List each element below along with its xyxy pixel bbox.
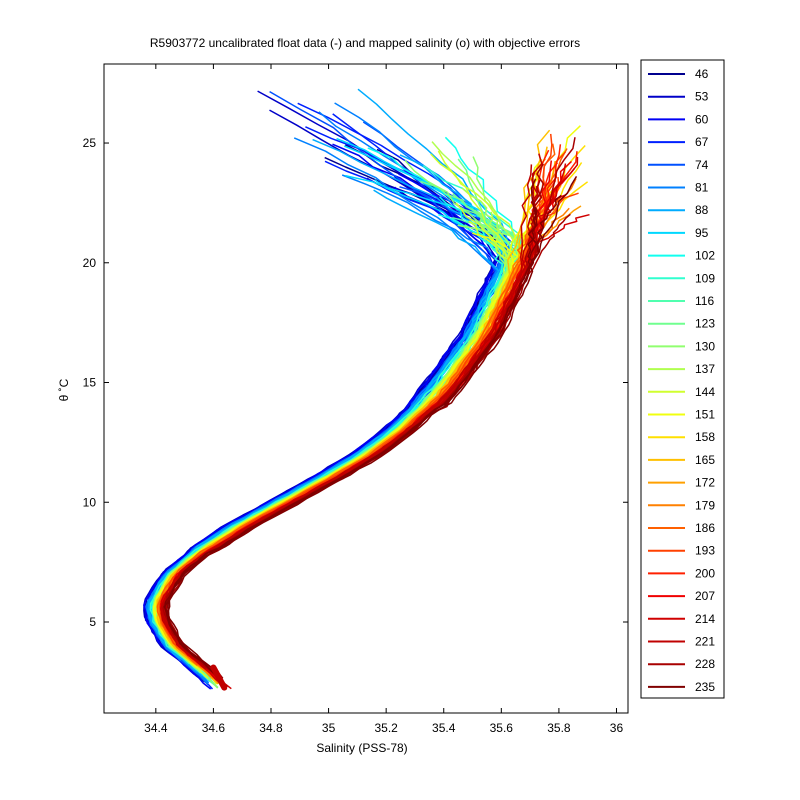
profile-line (149, 220, 503, 665)
legend-entry-label: 221 (695, 635, 715, 649)
legend-entry-label: 123 (695, 317, 715, 331)
legend-entry-label: 172 (695, 476, 715, 490)
x-tick-label: 36 (610, 721, 624, 735)
profile-line (152, 168, 539, 669)
x-tick-label: 35.4 (432, 721, 456, 735)
legend-entry-label: 88 (695, 203, 709, 217)
profile-line (161, 172, 539, 668)
legend-entry-label: 95 (695, 226, 709, 240)
profile-line (147, 189, 500, 673)
legend-entry-label: 193 (695, 544, 715, 558)
plot-area: 34.4 34.6 34.8 35 35.2 35.4 35.6 35.8 36 5 10 15 20… (83, 63, 629, 735)
x-tick-label: 35 (322, 721, 336, 735)
profile-line (167, 178, 538, 679)
legend-entry-label: 67 (695, 135, 709, 149)
y-tick-label: 15 (83, 376, 97, 390)
x-tick-label: 35.8 (547, 721, 571, 735)
legend-entry-label: 116 (695, 294, 714, 308)
x-tick-label: 34.6 (202, 721, 226, 735)
legend-box (640, 59, 725, 699)
legend-entry-label: 158 (695, 430, 715, 444)
legend-entry-label: 102 (695, 249, 715, 263)
legend-entry-label: 235 (695, 680, 715, 694)
y-tick-label: 25 (83, 136, 97, 150)
legend-entry-label: 130 (695, 339, 715, 353)
legend-entry-label: 200 (695, 566, 715, 580)
legend-entry-label: 151 (695, 408, 715, 422)
x-tick-label: 35.6 (490, 721, 514, 735)
profile-line (156, 192, 554, 666)
legend-entry-label: 60 (695, 112, 709, 126)
legend-entry-label: 165 (695, 453, 715, 467)
x-axis-label: Salinity (PSS-78) (316, 741, 407, 755)
profiles-layer (143, 88, 590, 691)
mapped-salinity-point (221, 684, 228, 691)
legend-entry-label: 53 (695, 90, 709, 104)
legend-entry-label: 109 (695, 271, 715, 285)
legend: 46 53 60 67 74 81 88 95 102 109 116 123 130 137 144 151… (640, 59, 725, 699)
legend-entry-label: 74 (695, 158, 709, 172)
chart-title: R5903772 uncalibrated float data (-) and… (150, 36, 580, 50)
y-tick-label: 5 (89, 615, 96, 629)
x-tick-label: 34.4 (144, 721, 168, 735)
x-axis: 34.4 34.6 34.8 35 35.2 35.4 35.6 35.8 36 (144, 64, 623, 735)
legend-entry-label: 228 (695, 657, 715, 671)
plot-frame (103, 63, 629, 714)
y-axis-label: θ ˚C (57, 378, 71, 401)
x-tick-label: 34.8 (259, 721, 283, 735)
legend-entry-label: 144 (695, 385, 715, 399)
y-tick-label: 20 (83, 256, 97, 270)
x-tick-label: 35.2 (374, 721, 398, 735)
legend-entry-label: 214 (695, 612, 715, 626)
legend-entry-label: 207 (695, 589, 715, 603)
profile-line (156, 158, 547, 685)
legend-items: 46 53 60 67 74 81 88 95 102 109 116 123 130 137 144 151… (648, 67, 715, 694)
y-tick-label: 10 (83, 495, 97, 509)
legend-entry-label: 81 (695, 181, 709, 195)
y-axis: 5 10 15 20 25 (83, 136, 628, 629)
legend-entry-label: 46 (695, 67, 709, 81)
legend-entry-label: 137 (695, 362, 715, 376)
legend-entry-label: 179 (695, 498, 715, 512)
legend-entry-label: 186 (695, 521, 715, 535)
profile-line (164, 176, 578, 681)
